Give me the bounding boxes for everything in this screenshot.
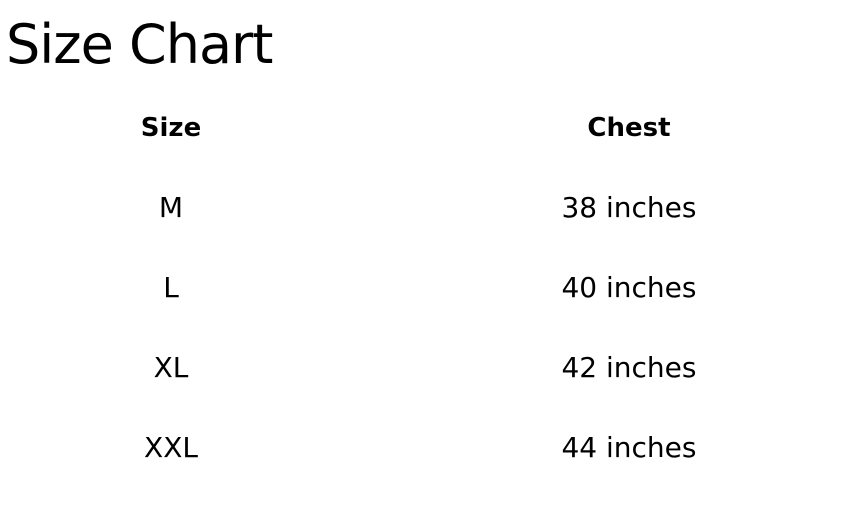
table-cell-chest: 44 inches [561, 431, 697, 464]
header-chest: Chest [587, 113, 671, 143]
table-cell-size: L [163, 271, 179, 304]
table-cell-chest: 42 inches [561, 351, 697, 384]
header-size: Size [140, 113, 202, 143]
table-cell-chest: 40 inches [561, 271, 697, 304]
table-cell-size: XXL [144, 431, 198, 464]
table-cell-size: XL [153, 351, 189, 384]
table-cell-chest: 38 inches [561, 191, 697, 224]
page-title: Size Chart [6, 13, 273, 76]
table-cell-size: M [158, 191, 184, 224]
